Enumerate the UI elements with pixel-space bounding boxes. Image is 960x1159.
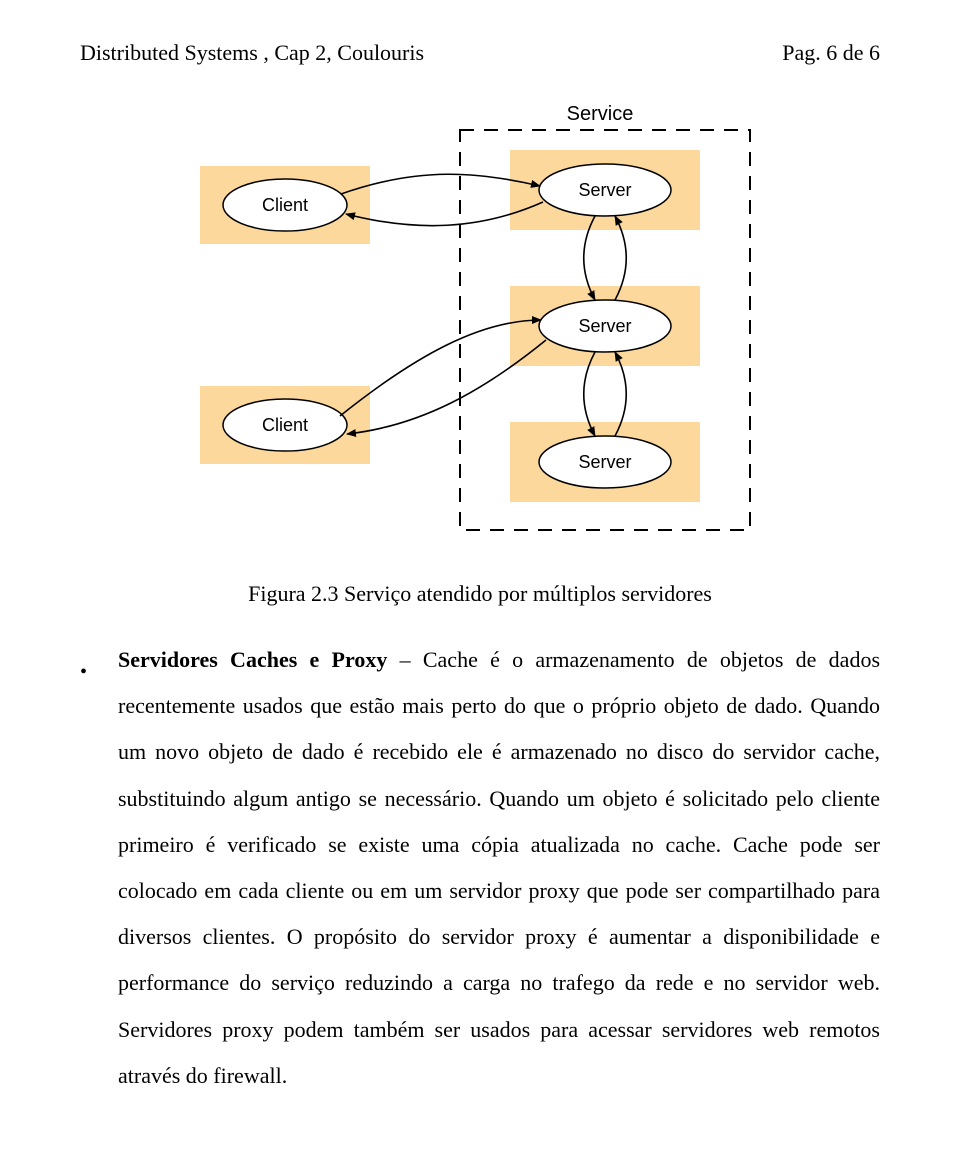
diagram-svg: Service Client Client Server Server Server: [180, 96, 780, 546]
figure-caption: Figura 2.3 Serviço atendido por múltiplo…: [80, 581, 880, 607]
bullet-marker: •: [80, 637, 118, 693]
service-diagram: Service Client Client Server Server Server: [180, 96, 780, 551]
header-left: Distributed Systems , Cap 2, Coulouris: [80, 40, 424, 66]
server3-label: Server: [578, 452, 631, 472]
bullet-dash: –: [387, 647, 423, 672]
service-label: Service: [567, 103, 634, 125]
server1-label: Server: [578, 180, 631, 200]
bullet-item: • Servidores Caches e Proxy – Cache é o …: [80, 637, 880, 1099]
server2-label: Server: [578, 316, 631, 336]
bullet-lead: Servidores Caches e Proxy: [118, 647, 387, 672]
client2-label: Client: [262, 415, 308, 435]
page-header: Distributed Systems , Cap 2, Coulouris P…: [80, 40, 880, 66]
header-right: Pag. 6 de 6: [782, 40, 880, 66]
bullet-text: Servidores Caches e Proxy – Cache é o ar…: [118, 637, 880, 1099]
bullet-body: Cache é o armazenamento de objetos de da…: [118, 647, 880, 1088]
client1-label: Client: [262, 195, 308, 215]
